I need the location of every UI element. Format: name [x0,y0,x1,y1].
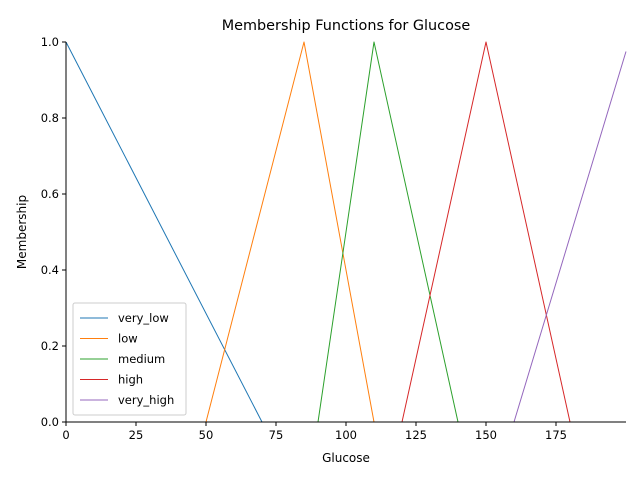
legend-label-medium: medium [118,352,165,366]
legend-label-very-high: very_high [118,393,174,407]
y-tick-label: 0.8 [41,111,59,125]
y-axis-label: Membership [15,195,29,269]
x-tick-label: 175 [545,428,567,442]
x-tick-label: 0 [62,428,69,442]
legend-label-low: low [118,332,138,346]
y-tick-label: 0.0 [41,415,59,429]
y-tick-label: 0.2 [41,339,59,353]
x-tick-label: 25 [129,428,144,442]
legend-label-very-low: very_low [118,311,169,325]
x-tick-label: 50 [199,428,214,442]
y-tick-label: 0.4 [41,263,59,277]
x-axis-label: Glucose [322,451,370,465]
y-tick-label: 1.0 [41,35,59,49]
y-ticks: 0.0 0.2 0.4 0.6 0.8 1.0 [41,35,66,429]
chart-title: Membership Functions for Glucose [222,18,471,34]
x-ticks: 0 25 50 75 100 125 150 175 [62,422,567,442]
x-tick-label: 100 [335,428,357,442]
y-tick-label: 0.6 [41,187,59,201]
legend-label-high: high [118,373,143,387]
legend-frame [72,302,187,416]
x-tick-label: 125 [405,428,427,442]
x-tick-label: 150 [475,428,497,442]
x-tick-label: 75 [269,428,284,442]
